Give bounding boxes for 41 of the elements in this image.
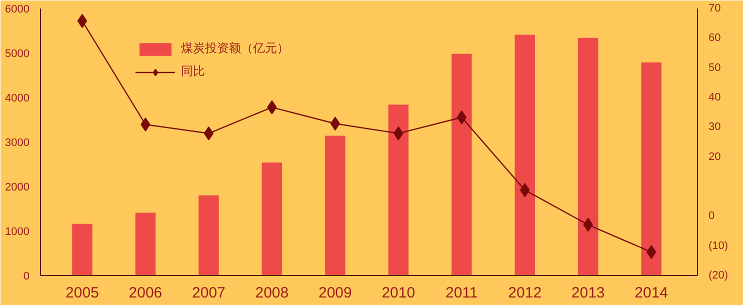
y-tick-label: 1000: [5, 226, 30, 238]
y2-tick-label: 0: [708, 210, 715, 222]
bar: [578, 38, 598, 276]
y2-tick-label: 60: [708, 32, 721, 44]
x-tick-label: 2009: [318, 284, 352, 302]
bar: [262, 162, 282, 276]
y2-tick-label: 40: [708, 92, 721, 104]
point: [204, 126, 214, 140]
point: [77, 14, 88, 28]
bar: [135, 212, 156, 276]
y2-tick-label: 30: [708, 121, 721, 134]
y-tick-label: 2000: [5, 182, 30, 194]
legend-label: 同比: [181, 63, 205, 80]
y2-tick-label: 20: [708, 150, 721, 163]
point: [330, 116, 340, 131]
legend-label: 煤炭投资额（亿元）: [181, 40, 289, 57]
bar: [325, 136, 346, 276]
bar: [641, 62, 662, 276]
x-tick-label: 2010: [382, 284, 416, 302]
x-tick-label: 2014: [634, 284, 668, 302]
bar: [72, 224, 92, 276]
x-tick-label: 2008: [255, 284, 289, 302]
x-tick-label: 2012: [508, 284, 542, 302]
y-tick-label: 3000: [5, 137, 30, 149]
x-tick-label: 2007: [192, 284, 226, 302]
y2-tick-label: 70: [708, 2, 721, 14]
y-tick-label: 6000: [5, 4, 30, 16]
y2-tick-label: (20): [708, 270, 728, 282]
bar: [452, 54, 472, 276]
y-tick-label: 4000: [5, 92, 30, 104]
x-tick-label: 2011: [446, 284, 478, 302]
bar: [388, 104, 409, 276]
bar: [514, 34, 535, 276]
x-tick-label: 2006: [128, 284, 162, 302]
x-tick-label: 2005: [66, 284, 99, 302]
y2-tick-label: 50: [708, 62, 721, 74]
y2-tick-label: (10): [708, 240, 728, 252]
bar: [198, 195, 219, 276]
x-tick-label: 2013: [571, 284, 605, 302]
y-tick-label: 5000: [5, 48, 30, 60]
y-tick-label: 0: [23, 270, 30, 282]
